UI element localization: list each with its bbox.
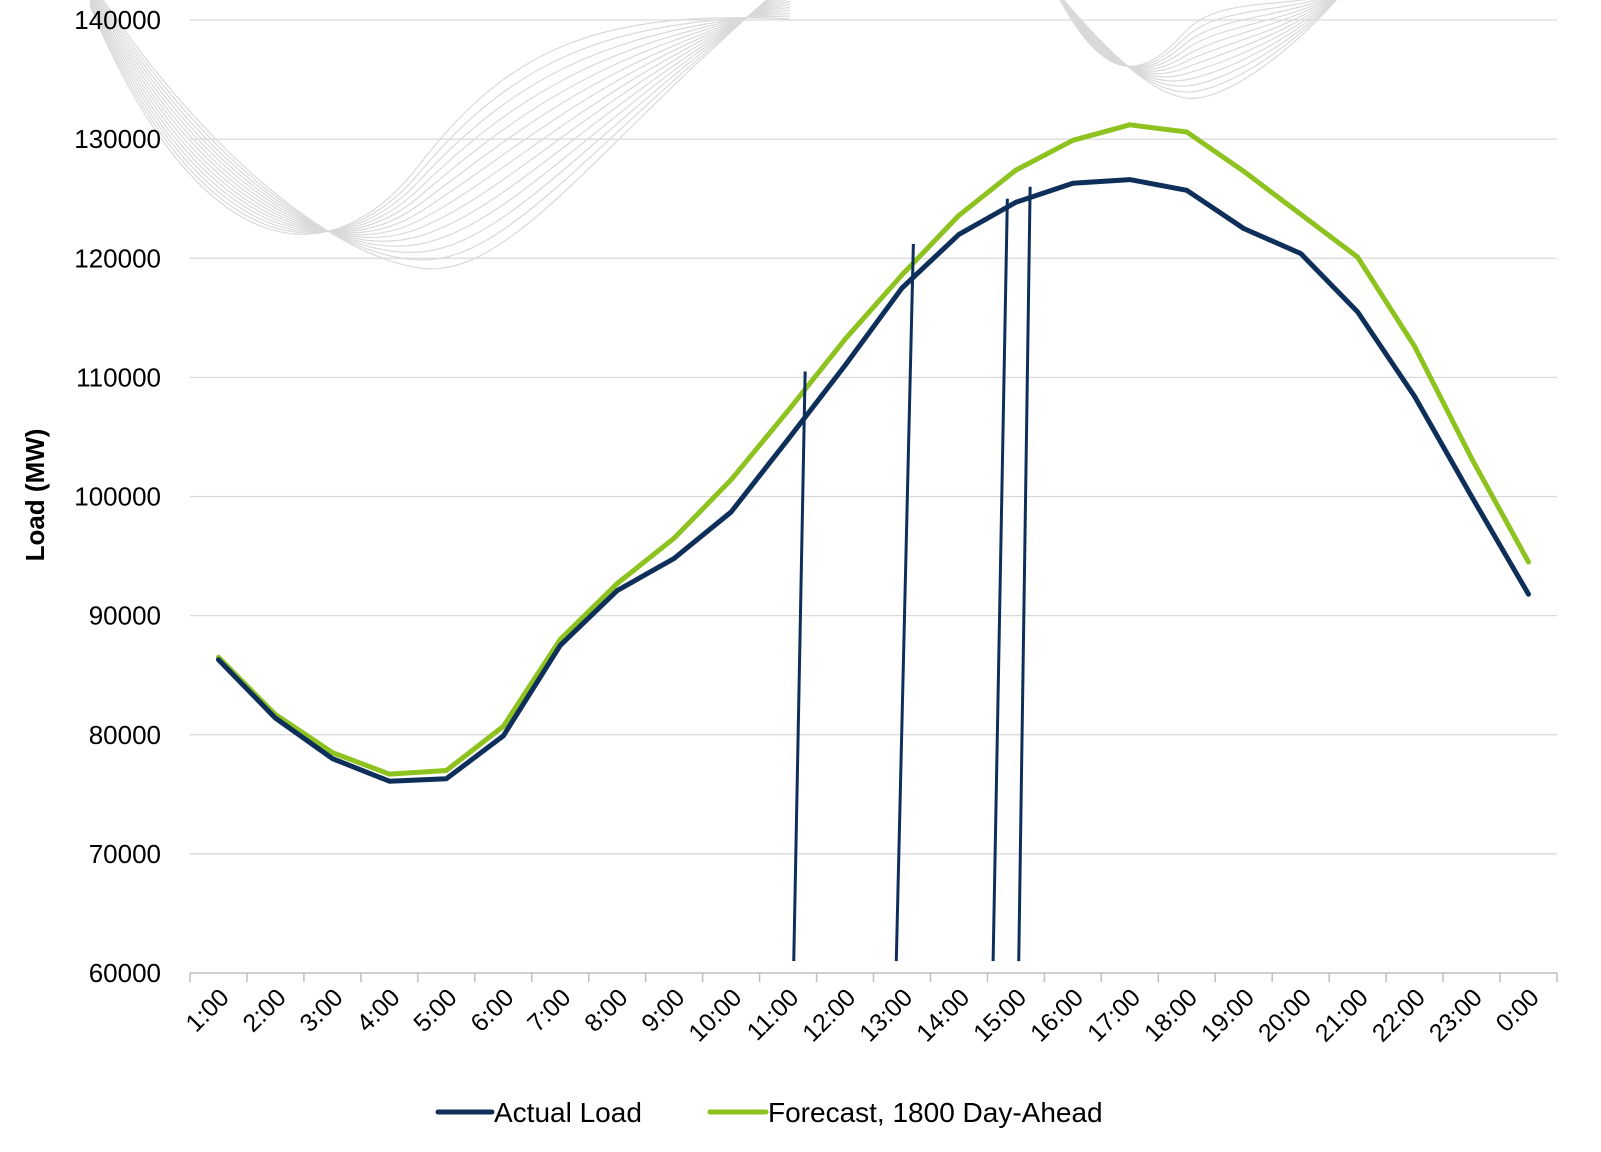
x-tick-label: 13:00 [854, 983, 918, 1047]
y-tick-label: 90000 [89, 601, 161, 631]
background-wave-line [96, 0, 778, 242]
legend-label: Actual Load [494, 1097, 642, 1128]
background-wave-line [89, 3, 791, 234]
spike-line [991, 198, 1009, 962]
y-tick-label: 70000 [89, 839, 161, 869]
background-wave-line [1061, 0, 1333, 75]
background-wave-line [102, 0, 768, 270]
x-tick-label: 14:00 [911, 983, 975, 1047]
background-wave-line [89, 1, 791, 233]
background-wave-line [1062, 0, 1337, 93]
x-tick-label: 12:00 [797, 983, 861, 1047]
x-axis [189, 972, 1558, 982]
x-tick-label: 15:00 [968, 983, 1032, 1047]
background-wave-line [1059, 0, 1307, 67]
x-tick-label: 17:00 [1082, 983, 1146, 1047]
background-wave-line [100, 0, 770, 261]
legend: Actual Load Forecast, 1800 Day-Ahead [435, 1097, 1103, 1128]
x-tick-label: 3:00 [294, 983, 348, 1037]
y-tick-label: 80000 [89, 720, 161, 750]
background-wave-line [94, 0, 782, 239]
y-tick-label: 130000 [74, 124, 161, 154]
x-tick-label: 8:00 [579, 983, 633, 1037]
background-wave-line [1062, 0, 1338, 100]
x-tick-label: 11:00 [742, 983, 805, 1046]
background-wave-line [89, 0, 791, 232]
spike-line [894, 243, 915, 962]
y-tick-label: 100000 [74, 482, 161, 512]
x-tick-label: 5:00 [408, 983, 462, 1037]
background-wave-line [97, 0, 775, 247]
gridlines [190, 19, 1557, 855]
y-tick-label: 140000 [74, 5, 161, 35]
x-tick-label: 4:00 [351, 983, 405, 1037]
y-tick-label: 110000 [76, 362, 161, 392]
background-wave-line [92, 0, 791, 234]
y-tick-label: 120000 [74, 243, 161, 273]
background-wave-line [1061, 0, 1336, 87]
x-tick-label: 6:00 [465, 983, 519, 1037]
background-wave-line [93, 0, 787, 236]
background-wave-decoration [89, 0, 1338, 270]
spike-line [1017, 186, 1032, 962]
background-wave-line [90, 0, 791, 232]
x-tick-label: 21:00 [1310, 983, 1374, 1047]
x-tick-label: 18:00 [1139, 983, 1203, 1047]
x-tick-label: 0:00 [1491, 983, 1545, 1037]
background-wave-line [1059, 0, 1319, 68]
y-axis-ticks: 60000 70000 80000 90000 100000 110000 120000 13… [74, 5, 161, 988]
background-wave-line [1060, 0, 1330, 70]
background-wave-line [99, 0, 772, 253]
x-tick-label: 20:00 [1253, 983, 1317, 1047]
series-line [216, 122, 1531, 777]
spike-line [792, 371, 807, 962]
x-tick-label: 16:00 [1025, 983, 1089, 1047]
x-tick-label: 10:00 [683, 983, 747, 1047]
series-lines [216, 122, 1531, 784]
x-tick-label: 9:00 [636, 983, 690, 1037]
legend-label: Forecast, 1800 Day-Ahead [768, 1097, 1103, 1128]
background-wave-line [91, 0, 791, 233]
x-tick-label: 1:00 [181, 983, 235, 1037]
y-tick-label: 60000 [89, 958, 161, 988]
x-axis-ticks: 1:00 2:00 3:00 4:00 5:00 6:00 7:00 8:00 9:0010:0… [181, 983, 1545, 1047]
background-wave-line [1060, 0, 1332, 72]
x-tick-label: 22:00 [1367, 983, 1431, 1047]
y-axis-label: Load (MW) [20, 429, 50, 562]
background-wave-line [1060, 0, 1324, 68]
x-tick-label: 19:00 [1196, 983, 1260, 1047]
background-wave-line [1061, 0, 1336, 82]
background-wave-line [1061, 0, 1335, 78]
background-wave-line [89, 5, 791, 235]
x-tick-label: 7:00 [522, 983, 576, 1037]
x-tick-label: 2:00 [237, 983, 291, 1037]
series-line [216, 177, 1531, 784]
background-wave-line [1060, 0, 1328, 69]
x-tick-label: 23:00 [1424, 983, 1488, 1047]
spike-lines [792, 186, 1032, 962]
